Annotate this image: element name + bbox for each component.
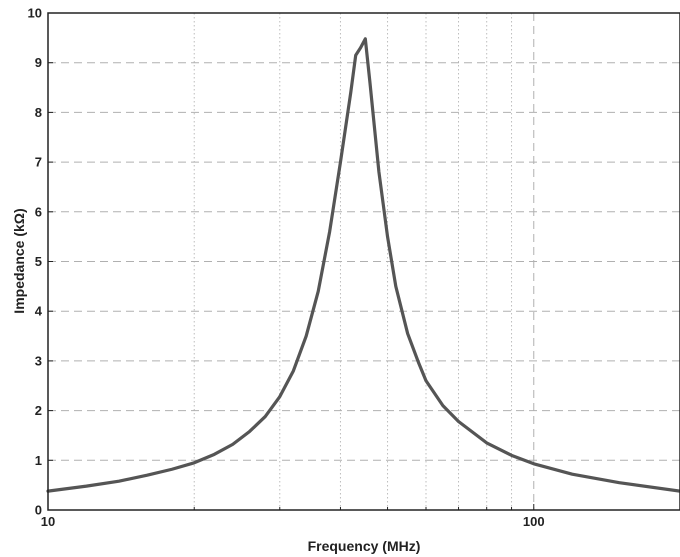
x-tick-label: 10 [41,514,55,529]
y-axis-ticks: 0 1 2 3 4 5 6 7 8 9 10 [28,6,53,518]
series-layer [46,37,680,493]
major-gridlines [48,13,680,510]
impedance-curve [46,37,680,493]
y-tick-label: 10 [28,6,42,21]
y-axis-title: Impedance (kΩ) [11,208,27,313]
y-tick-label: 4 [35,304,43,319]
y-tick-label: 7 [35,155,42,170]
x-axis-title: Frequency (MHz) [308,538,421,554]
x-tick-label: 100 [523,514,545,529]
y-tick-label: 6 [35,204,42,219]
y-tick-label: 8 [35,105,42,120]
y-tick-label: 3 [35,353,42,368]
y-tick-label: 2 [35,403,42,418]
y-tick-label: 1 [35,453,42,468]
y-tick-label: 9 [35,55,42,70]
y-tick-label: 5 [35,254,42,269]
x-axis-ticks: 10 100 [41,504,545,529]
y-tick-label: 0 [35,503,42,518]
